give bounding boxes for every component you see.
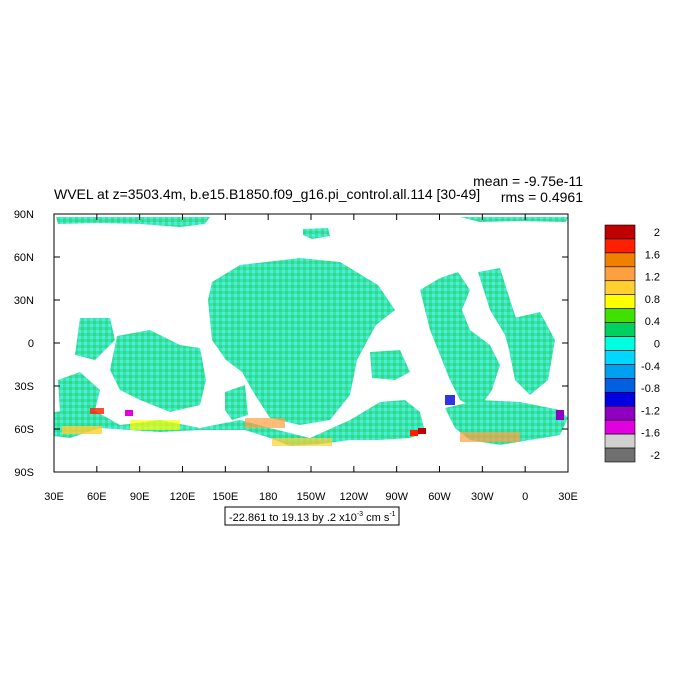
x-tick-label: 60E <box>87 491 107 503</box>
colorbar-label: 2 <box>654 227 660 239</box>
range-label: -22.861 to 19.13 by .2 x10-3 cm s-1 <box>229 511 396 524</box>
y-tick-label: 60S <box>14 424 34 436</box>
colorbar-label: -1.6 <box>641 428 660 440</box>
x-tick-label: 30E <box>558 491 578 503</box>
colorbar-swatch <box>604 433 636 449</box>
range-label-exp2: -1 <box>389 511 395 518</box>
colorbar-label: -0.8 <box>641 383 660 395</box>
x-axis: 30E 60E 90E 120E 150E 180 150W 120W 90W 60W 30W 0 30… <box>44 214 578 503</box>
colorbar-label: 0 <box>654 339 660 351</box>
y-tick-label: 30N <box>14 295 34 307</box>
x-tick-label: 120W <box>339 491 368 503</box>
y-axis: 90N 60N 30N 0 30S 60S 90S <box>14 209 568 479</box>
y-tick-label: 90N <box>14 209 34 221</box>
colorbar-swatch <box>604 238 636 254</box>
x-tick-label: 30E <box>44 491 64 503</box>
y-tick-label: 60N <box>14 252 34 264</box>
x-tick-label: 60W <box>428 491 451 503</box>
colorbar-swatch <box>604 364 636 379</box>
colorbar-label: 0.8 <box>645 294 660 306</box>
mean-label: mean = -9.75e-11 <box>473 173 583 189</box>
colorbar-label: -1.2 <box>641 405 660 417</box>
range-label-unit: cm s <box>363 512 390 524</box>
chart-title: WVEL at z=3503.4m, b.e15.B1850.f09_g16.p… <box>54 186 480 202</box>
range-label-main: -22.861 to 19.13 by .2 x10 <box>229 512 357 524</box>
extreme-values <box>62 395 564 446</box>
x-tick-label: 30W <box>471 491 494 503</box>
colorbar-swatch <box>604 378 636 393</box>
colorbar-swatch <box>604 224 636 240</box>
colorbar-swatch <box>604 391 636 407</box>
range-label-exp1: -3 <box>357 511 363 518</box>
x-tick-label: 90E <box>130 491 150 503</box>
x-tick-label: 90W <box>385 491 408 503</box>
y-tick-label: 30S <box>14 381 34 393</box>
y-tick-label: 90S <box>14 467 34 479</box>
map-plot <box>54 214 568 472</box>
colorbar-label: 1.6 <box>645 249 660 261</box>
rms-label: rms = 0.4961 <box>501 189 583 205</box>
range-label-box <box>224 506 400 526</box>
colorbar-swatch <box>604 280 636 296</box>
x-tick-label: 150W <box>297 491 326 503</box>
colorbar-swatch <box>604 266 636 282</box>
colorbar-label: -2 <box>650 450 660 462</box>
y-tick-label: 0 <box>28 338 34 350</box>
colorbar-swatch <box>604 419 636 435</box>
colorbar-label: 1.2 <box>645 272 660 284</box>
x-tick-label: 0 <box>522 491 528 503</box>
colorbar-swatch <box>604 447 636 463</box>
x-tick-label: 150E <box>212 491 238 503</box>
ocean-field <box>54 217 568 446</box>
colorbar-swatch <box>604 336 636 351</box>
colorbar-swatch <box>604 252 636 268</box>
x-tick-label: 180 <box>259 491 277 503</box>
colorbar-swatch <box>604 308 636 323</box>
colorbar-swatch <box>604 322 636 337</box>
colorbar-swatch <box>604 405 636 421</box>
colorbar-label: -0.4 <box>641 361 660 373</box>
colorbar: 2 1.6 1.2 0.8 0.4 0 -0.4 -0.8 -1.2 -1.6 -2 <box>604 224 660 463</box>
colorbar-label: 0.4 <box>645 316 660 328</box>
x-tick-label: 120E <box>170 491 196 503</box>
colorbar-swatch <box>604 350 636 365</box>
colorbar-swatch <box>604 294 636 309</box>
